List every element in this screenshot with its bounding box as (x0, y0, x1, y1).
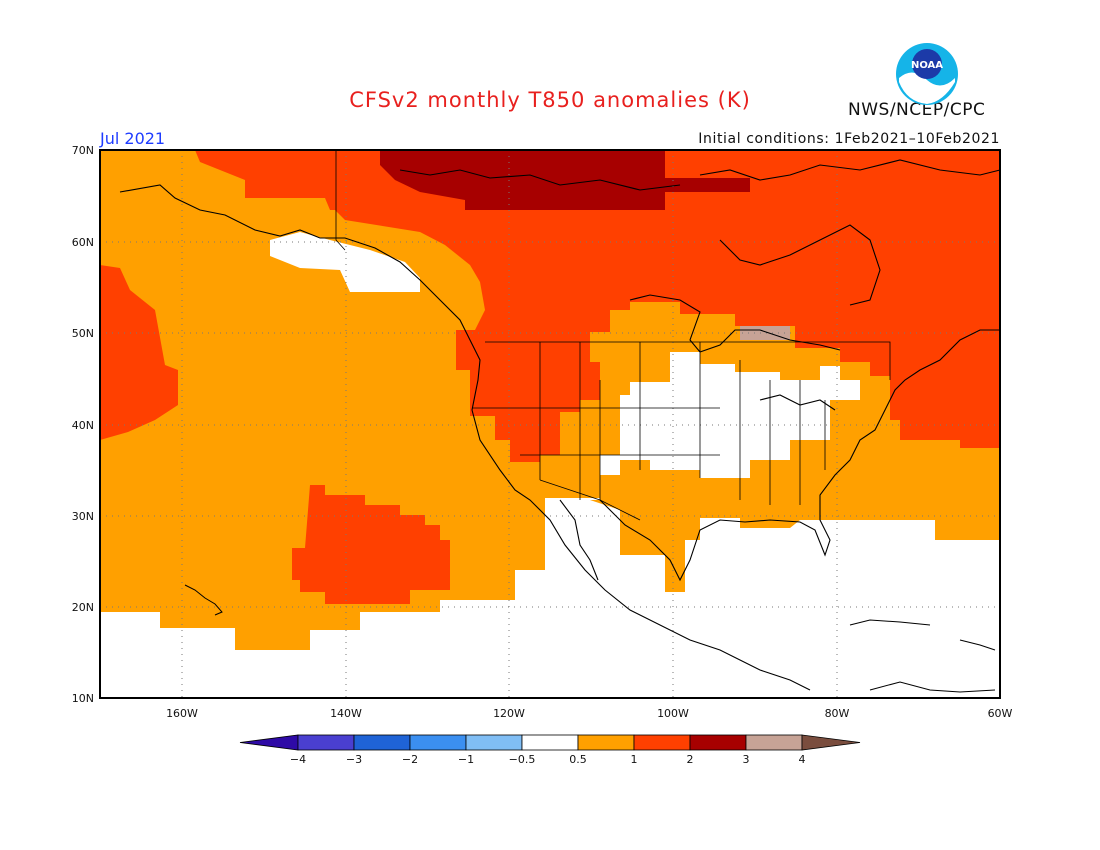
map-frame (99, 149, 1001, 699)
lon-label: 140W (330, 707, 362, 720)
lon-label: 60W (988, 707, 1013, 720)
colorbar-tick-label: −2 (402, 753, 418, 766)
colorbar-tick-label: −1 (458, 753, 474, 766)
colorbar-swatch (409, 734, 467, 751)
lon-label: 120W (493, 707, 525, 720)
islands (184, 584, 996, 693)
lon-label: 100W (657, 707, 689, 720)
lon-label: 80W (825, 707, 850, 720)
longitude-labels: 160W 140W 120W 100W 80W 60W (166, 707, 1012, 720)
colorbar-tick-label: −0.5 (509, 753, 536, 766)
lat-label: 50N (72, 327, 94, 340)
lat-label: 70N (72, 144, 94, 157)
colorbar-tick-label: −3 (346, 753, 362, 766)
initial-conditions-label: Initial conditions: 1Feb2021–10Feb2021 (698, 131, 1000, 147)
noaa-logo-icon: NOAA (896, 43, 958, 105)
colorbar-tick-label: −4 (290, 753, 306, 766)
coastlines (119, 159, 1001, 691)
map-title: CFSv2 monthly T850 anomalies (K) (349, 88, 751, 112)
colorbar-swatch (577, 734, 635, 751)
colorbar-swatch (465, 734, 523, 751)
colorbar-swatch (633, 734, 691, 751)
neutral-region-gulf (560, 500, 1000, 698)
lon-label: 160W (166, 707, 198, 720)
colorbar-tick-label: 1 (631, 753, 638, 766)
political-borders (335, 150, 891, 521)
lat-lon-grid (100, 150, 1000, 698)
latitude-labels: 70N 60N 50N 40N 30N 20N 10N (72, 144, 94, 705)
colorbar-tick-label: 2 (687, 753, 694, 766)
lat-label: 40N (72, 419, 94, 432)
anomaly-region-arctic (380, 150, 750, 210)
lat-label: 60N (72, 236, 94, 249)
colorbar-tick-label: 0.5 (569, 753, 587, 766)
neutral-region-south (100, 352, 860, 698)
anomaly-region-north (195, 150, 1000, 462)
colorbar: −4 −3 −2 −1 −0.5 0.5 1 2 3 4 (239, 734, 861, 766)
organization-label: NWS/NCEP/CPC (848, 100, 986, 120)
noaa-logo-text: NOAA (911, 60, 943, 71)
colorbar-swatch (689, 734, 747, 751)
colorbar-high-arrow (801, 734, 861, 751)
neutral-region-alaska (270, 232, 420, 292)
colorbar-tick-label: 3 (743, 753, 750, 766)
lat-label: 30N (72, 510, 94, 523)
colorbar-low-arrow (239, 734, 299, 751)
colorbar-swatch (353, 734, 411, 751)
anomaly-region-subtropical-pacific (292, 485, 450, 604)
valid-month-label: Jul 2021 (100, 129, 166, 148)
colorbar-swatch (521, 734, 579, 751)
colorbar-swatch (297, 734, 355, 751)
lat-label: 10N (72, 692, 94, 705)
lat-label: 20N (72, 601, 94, 614)
anomaly-region-west-pacific (100, 265, 178, 440)
colorbar-swatch (745, 734, 803, 751)
colorbar-tick-label: 4 (799, 753, 806, 766)
